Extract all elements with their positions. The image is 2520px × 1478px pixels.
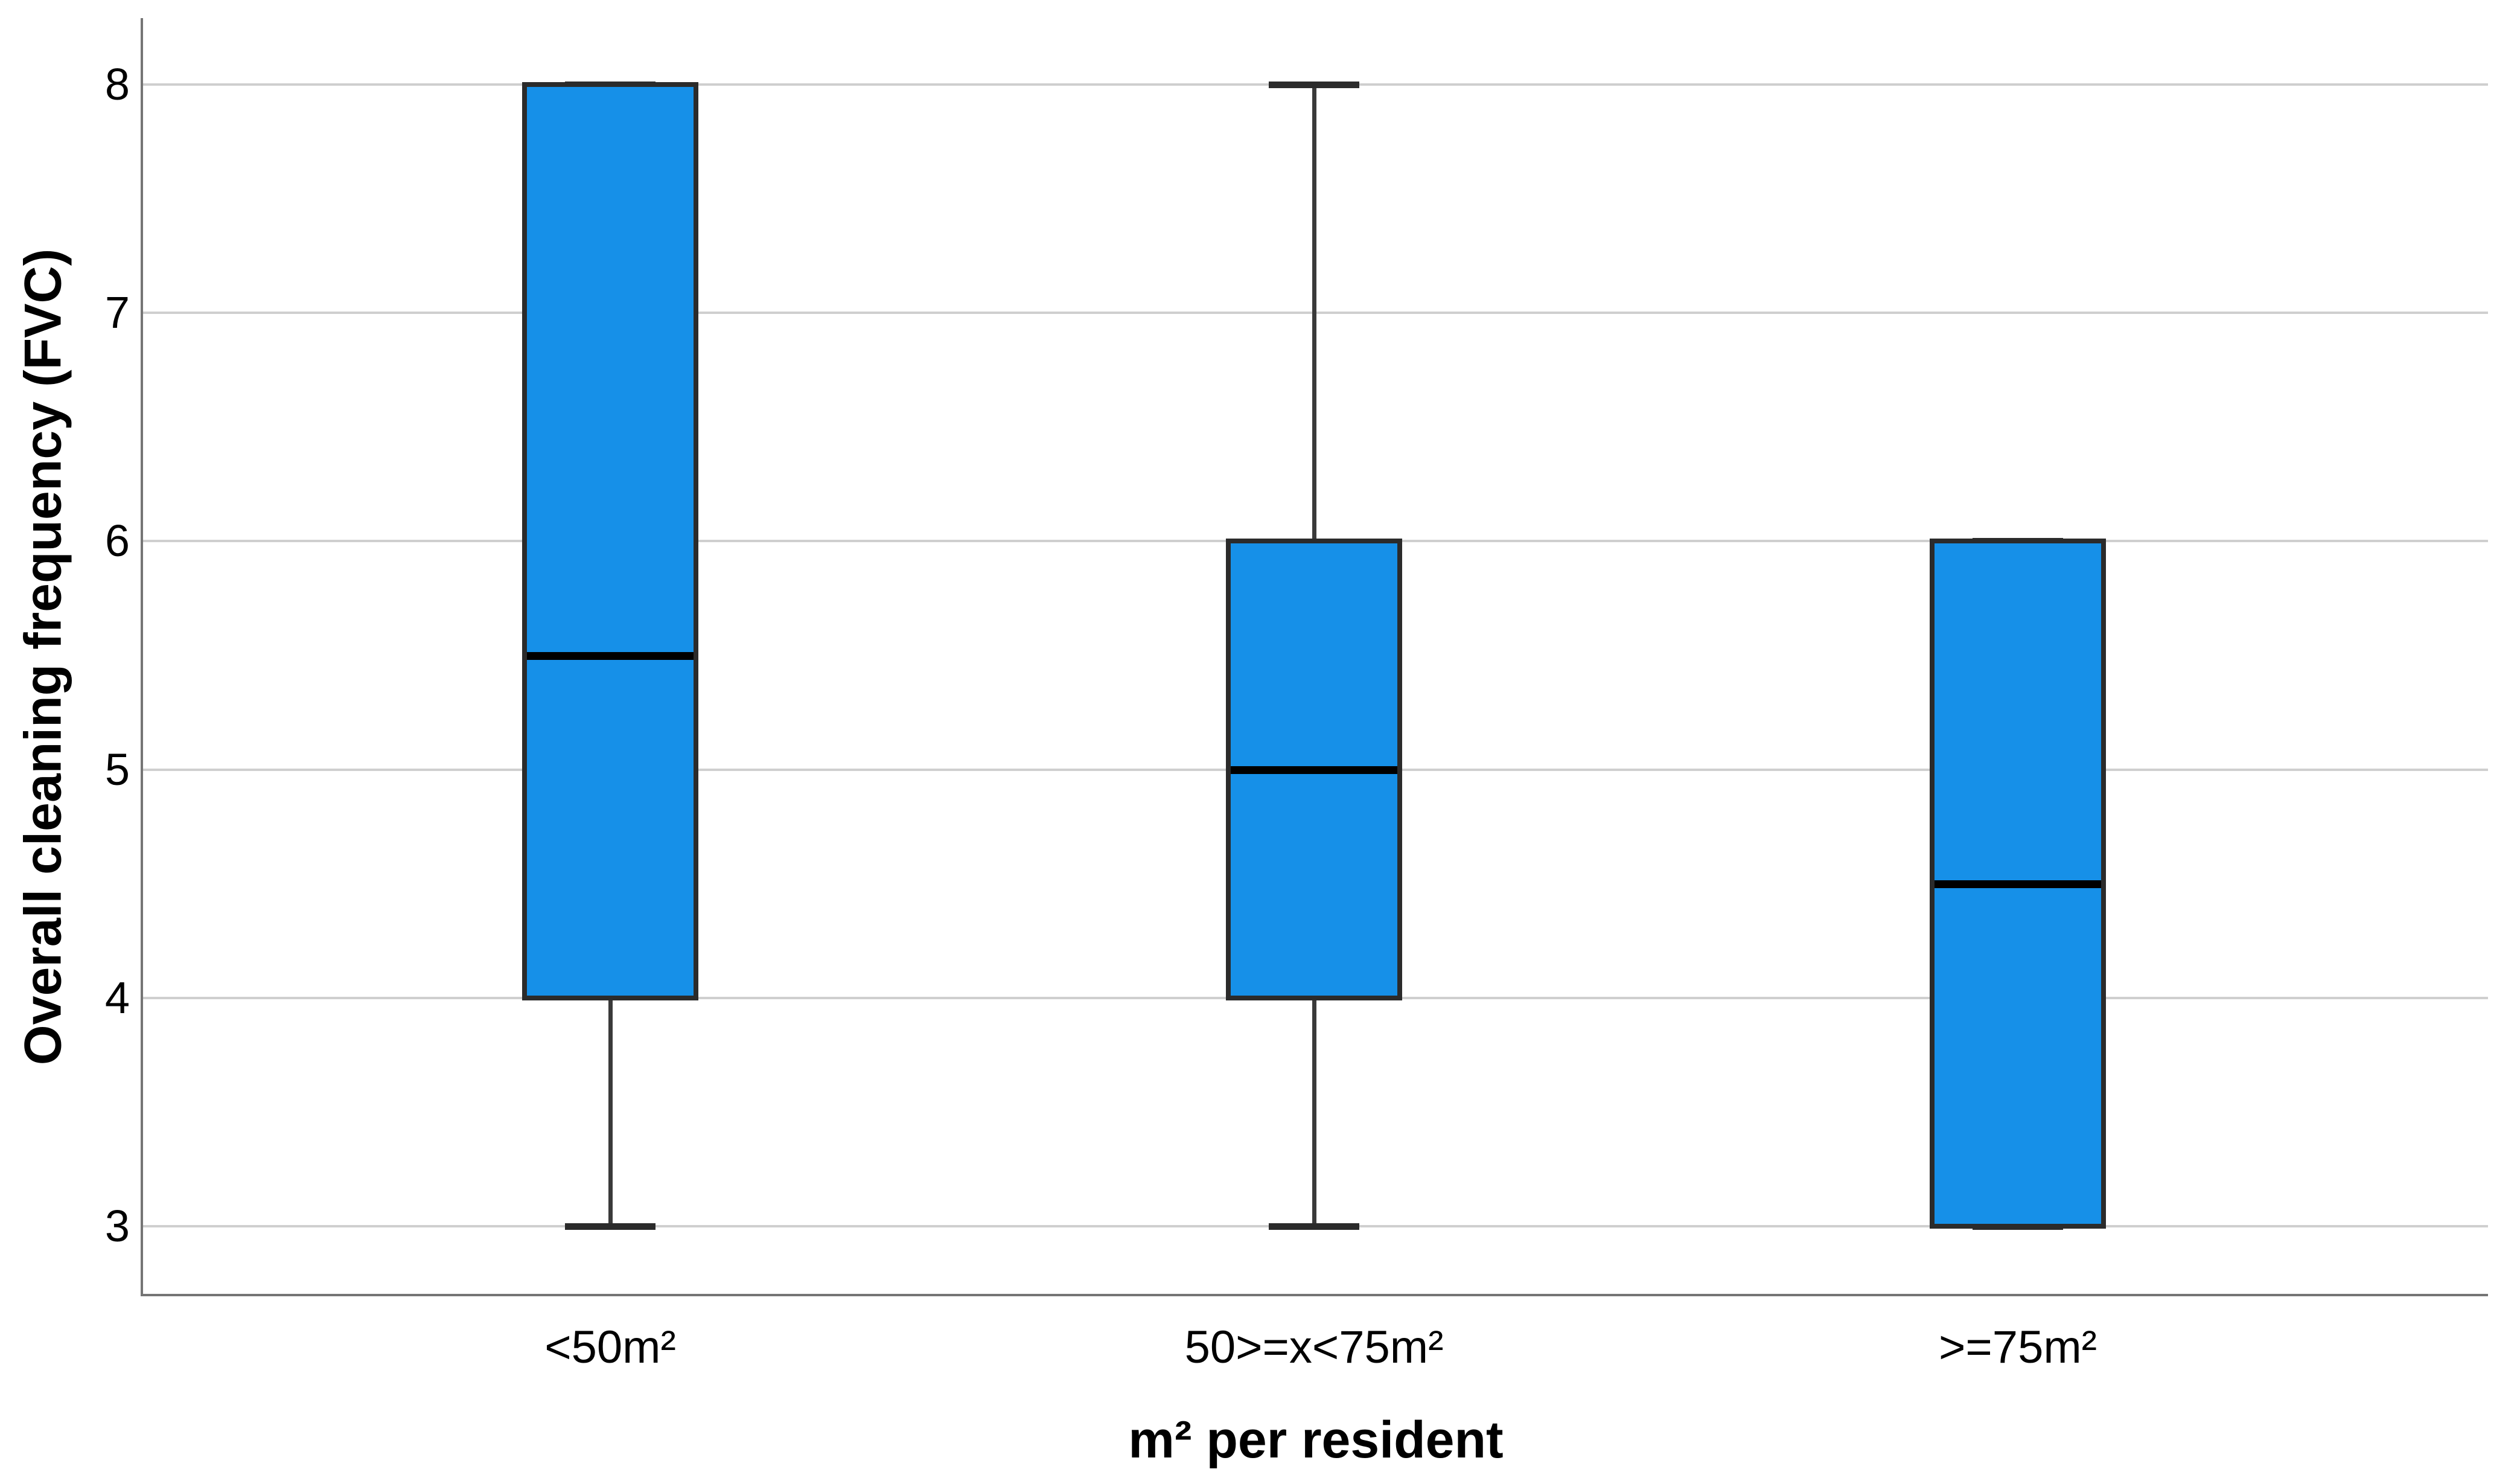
whisker [1312,998,1316,1227]
whisker [1312,84,1316,542]
boxplot-box [522,82,698,1001]
whisker-cap [1269,81,1359,88]
y-tick-label: 4 [104,973,130,1023]
x-axis-line [141,1294,2488,1296]
y-tick-label: 8 [104,59,130,109]
y-tick-label: 6 [104,516,130,566]
x-axis-title: m² per resident [1128,1411,1504,1469]
y-tick-label: 5 [104,744,130,795]
whisker-cap [565,1223,656,1230]
median-line [527,651,694,660]
y-axis-line [141,18,143,1296]
y-axis-title: Overall cleaning frequency (FVC) [14,248,72,1066]
x-category-label: <50m² [544,1322,676,1373]
median-line [1231,766,1397,774]
x-category-label: >=75m² [1939,1322,2097,1373]
whisker-cap [1269,1223,1359,1230]
y-tick-label: 3 [104,1201,130,1252]
whisker [608,998,613,1227]
x-category-label: 50>=x<75m² [1184,1322,1444,1373]
median-line [1935,880,2101,888]
y-tick-label: 7 [104,287,130,338]
